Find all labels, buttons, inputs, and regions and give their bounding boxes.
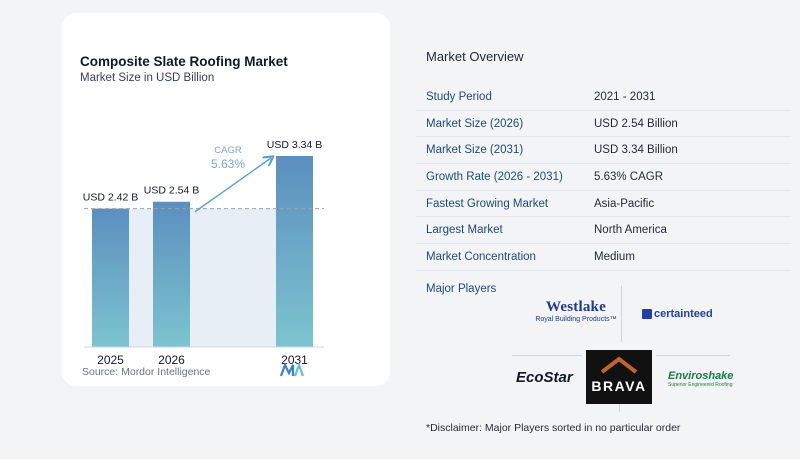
row-label: Growth Rate (2026 - 2031) [426,170,563,183]
cagr-arrow [194,158,271,213]
roof-icon [600,356,638,374]
chart-card: USD 2.42 B USD 2.54 B USD 3.34 B 2025 2026 20… [62,13,390,386]
row-value: 2021 - 2031 [594,90,656,103]
brava-name: BRAVA [591,378,647,394]
divider [621,286,622,342]
row-label: Market Size (2026) [426,117,524,130]
table-row: Market Size (2031) USD 3.34 Billion [416,137,791,165]
tick-label-2025: 2025 [97,353,124,367]
market-overview-panel: Market Overview Study Period 2021 - 2031… [416,0,800,459]
divider [656,355,730,356]
chart-subtitle: Market Size in USD Billion [80,72,215,84]
table-row: Growth Rate (2026 - 2031) 5.63% CAGR [416,164,791,191]
row-label: Study Period [426,90,492,103]
chart-title: Composite Slate Roofing Market [80,54,288,69]
bar-2026 [153,201,190,347]
bar-2025 [92,208,129,347]
row-value: Medium [594,250,635,263]
bar-2031 [276,156,313,347]
row-label: Market Concentration [426,250,536,263]
disclaimer: *Disclaimer: Major Players sorted in no … [426,422,681,434]
divider [619,404,620,412]
certainteed-mark-icon [642,309,652,319]
row-value: USD 2.54 Billion [594,117,678,130]
cagr-value: 5.63% [211,157,245,171]
enviroshake-logo: Enviroshake Superior Engineered Roofing [668,370,733,388]
row-label: Largest Market [426,224,503,237]
westlake-name: Westlake [546,299,606,315]
westlake-sub: Royal Building Products™ [535,316,617,323]
tick-label-2031: 2031 [281,353,308,367]
table-row: Fastest Growing Market Asia-Pacific [416,191,791,218]
enviroshake-name: Enviroshake [668,370,734,382]
table-row: Market Size (2026) USD 2.54 Billion [416,111,791,138]
overview-table: Study Period 2021 - 2031 Market Size (20… [416,84,791,271]
bar-chart: USD 2.42 B USD 2.54 B USD 3.34 B 2025 2026 20… [83,139,324,367]
ecostar-logo: EcoStar [516,369,573,386]
tick-label-2026: 2026 [158,353,185,367]
row-label: Fastest Growing Market [426,197,549,210]
cagr-label: CAGR [214,145,242,156]
westlake-logo: Westlake Royal Building Products™ [526,299,626,323]
brava-logo: BRAVA [586,350,652,404]
divider [512,355,582,356]
certainteed-name: certainteed [654,308,713,320]
row-value: Asia-Pacific [594,197,655,210]
certainteed-logo: certainteed [642,308,713,320]
data-label-2026: USD 2.54 B [144,185,199,197]
major-players-title: Major Players [426,283,497,295]
data-label-2031: USD 3.34 B [267,139,322,151]
table-row: Market Concentration Medium [416,244,791,271]
row-value: North America [594,224,667,237]
growth-band [129,208,276,347]
row-label: Market Size (2031) [426,144,524,157]
enviroshake-sub: Superior Engineered Roofing [668,382,733,388]
overview-title: Market Overview [426,49,524,64]
row-value: 5.63% CAGR [594,170,664,183]
table-row: Largest Market North America [416,217,791,245]
source-text: Source: Mordor Intelligence [82,366,211,378]
row-value: USD 3.34 Billion [594,144,678,157]
table-row: Study Period 2021 - 2031 [416,84,791,111]
mordor-intelligence-logo-icon [280,363,305,377]
data-label-2025: USD 2.42 B [83,192,138,204]
